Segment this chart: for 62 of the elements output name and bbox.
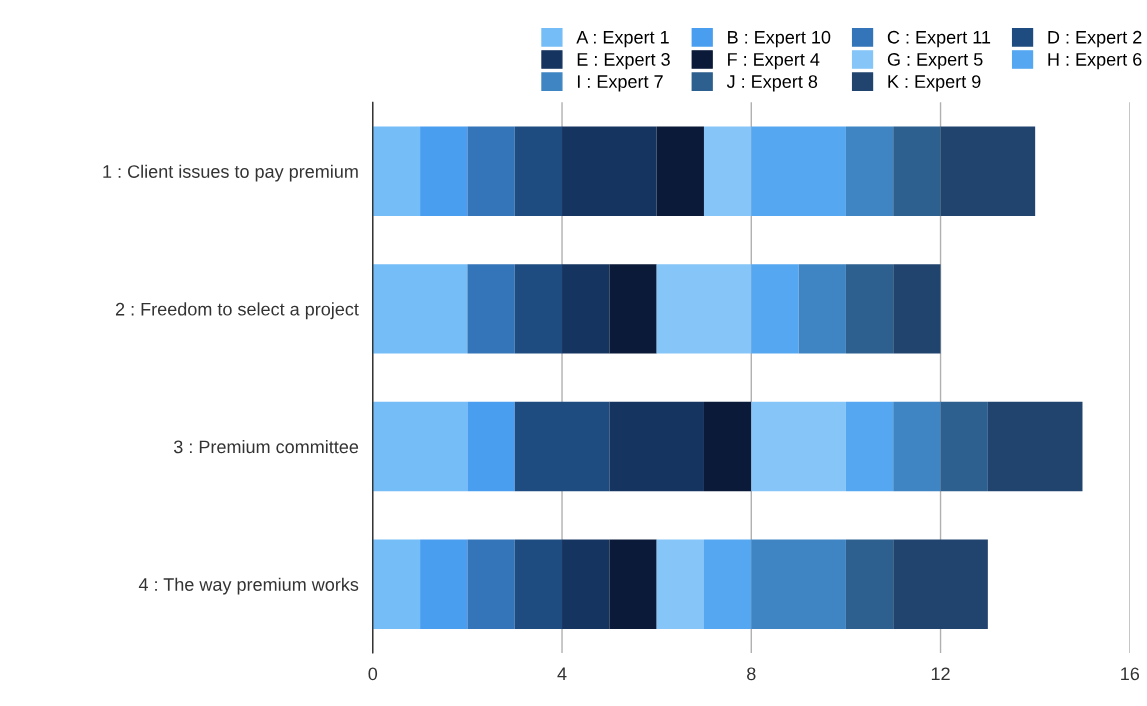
y-tick-label: 4 : The way premium works (138, 577, 359, 595)
legend-label: D : Expert 2 (1048, 30, 1142, 48)
bar (751, 401, 846, 492)
bar (751, 126, 846, 216)
bar (514, 539, 563, 629)
bar (609, 401, 704, 492)
bar (420, 126, 468, 216)
y-tick-label: 1 : Client issues to pay premium (103, 164, 358, 182)
y-tick-label: 2 : Freedom to select a project (115, 302, 359, 320)
legend-label: A : Expert 1 (576, 31, 669, 48)
bar (703, 126, 752, 216)
bar (798, 264, 846, 354)
bar (467, 126, 515, 216)
legend-label: G : Expert 5 (887, 53, 983, 70)
x-tick-label: 16 (1121, 667, 1140, 681)
bar (751, 539, 846, 629)
bar (372, 264, 468, 354)
legend-label: E : Expert 3 (577, 53, 670, 70)
bar (514, 401, 610, 492)
legend-label: J : Expert 8 (726, 75, 818, 92)
bar (751, 264, 799, 354)
x-tick-label: 4 (557, 667, 567, 681)
legend-label: F : Expert 4 (728, 53, 820, 70)
legend-label: C : Expert 11 (887, 30, 991, 48)
bar (703, 539, 752, 629)
bar (893, 126, 941, 216)
legend-label: I : Expert 7 (577, 75, 663, 92)
bar (609, 264, 657, 354)
bar (845, 401, 894, 492)
bar (656, 264, 752, 354)
x-tick-label: 12 (931, 667, 950, 681)
bar (893, 539, 988, 629)
bar (372, 126, 421, 216)
bar (845, 264, 894, 354)
bar (562, 264, 610, 354)
y-tick-label: 3 : Premium committee (173, 440, 359, 454)
legend-label: B : Expert 10 (728, 30, 831, 48)
bar (940, 126, 1036, 216)
bar (467, 401, 515, 492)
bar (562, 126, 657, 216)
x-tick-label: 8 (747, 667, 756, 681)
legend-label: K : Expert 9 (888, 75, 981, 92)
bar (514, 126, 563, 216)
bar (656, 126, 704, 216)
bar (514, 264, 563, 354)
bar (562, 539, 610, 629)
bar (893, 401, 941, 492)
bar (845, 539, 894, 629)
bar (845, 126, 894, 216)
bar (609, 539, 657, 629)
bar (467, 539, 515, 629)
bar (467, 264, 515, 354)
bar (372, 539, 421, 629)
bar (420, 539, 468, 629)
legend-label: H : Expert 6 (1048, 53, 1142, 70)
bar (940, 401, 988, 492)
bar (703, 401, 752, 492)
x-tick-label: 0 (368, 667, 378, 681)
bar (372, 401, 468, 492)
bar (893, 264, 941, 354)
bar (987, 401, 1083, 492)
bar (656, 539, 704, 629)
